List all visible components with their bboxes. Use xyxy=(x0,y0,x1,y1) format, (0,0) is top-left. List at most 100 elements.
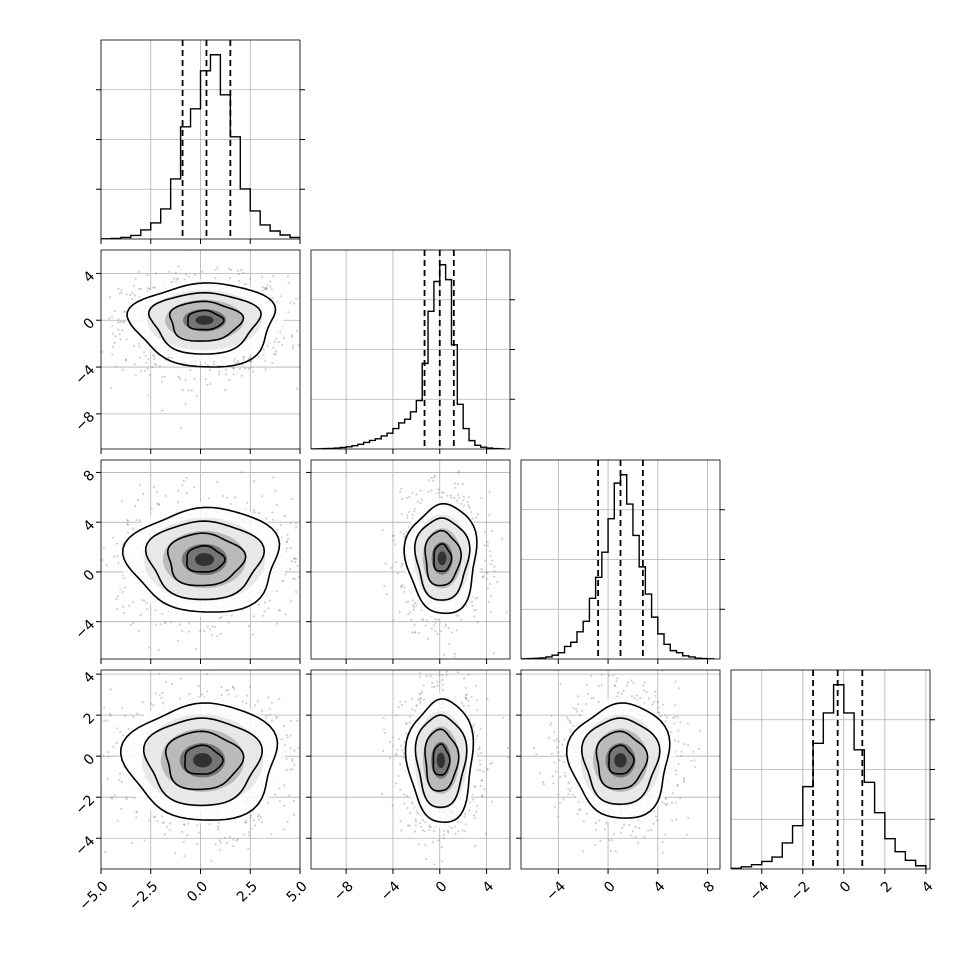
scatter-point xyxy=(454,832,457,836)
scatter-point xyxy=(163,833,166,836)
scatter-point xyxy=(399,700,402,703)
scatter-point xyxy=(181,830,184,833)
scatter-point xyxy=(281,343,284,346)
scatter-point xyxy=(245,821,248,824)
scatter-point xyxy=(278,608,281,612)
scatter-point xyxy=(312,577,314,579)
scatter-point xyxy=(290,498,293,501)
scatter-point xyxy=(131,291,134,294)
scatter-point xyxy=(138,345,141,348)
contour-line xyxy=(142,717,264,807)
scatter-point xyxy=(167,270,171,273)
scatter-point xyxy=(193,486,196,489)
scatter-point xyxy=(403,533,406,536)
scatter-point xyxy=(264,368,267,371)
scatter-point xyxy=(286,736,289,739)
scatter-point xyxy=(244,283,247,286)
scatter-point xyxy=(464,686,467,690)
scatter-point xyxy=(411,599,415,602)
scatter-point xyxy=(528,586,530,588)
scatter-point xyxy=(126,531,130,534)
scatter-point xyxy=(272,274,275,277)
scatter-point xyxy=(268,599,271,602)
scatter-point xyxy=(318,327,320,329)
scatter-point xyxy=(49,316,51,318)
scatter-point xyxy=(410,697,413,701)
scatter-point xyxy=(160,696,163,699)
scatter-point xyxy=(415,820,418,823)
scatter-point xyxy=(407,613,410,616)
scatter-point xyxy=(408,510,411,514)
scatter-point xyxy=(262,348,265,351)
scatter-point xyxy=(496,580,499,584)
scatter-point xyxy=(406,513,409,517)
scatter-point xyxy=(263,601,267,604)
scatter-point xyxy=(161,815,164,818)
scatter-point xyxy=(469,801,472,804)
scatter-point xyxy=(188,693,191,696)
scatter-point xyxy=(126,523,129,526)
scatter-point xyxy=(246,501,249,505)
scatter-point xyxy=(399,531,402,534)
scatter-point xyxy=(286,820,289,824)
scatter-point xyxy=(489,562,492,566)
scatter-point xyxy=(459,619,463,622)
scatter-point xyxy=(115,598,118,601)
scatter-point xyxy=(211,625,214,628)
contour-line xyxy=(164,730,245,791)
panel-frame xyxy=(310,459,511,660)
scatter-point xyxy=(117,287,120,290)
scatter-point xyxy=(289,719,293,723)
scatter-point xyxy=(293,557,296,560)
scatter-point xyxy=(403,586,406,589)
scatter-point xyxy=(237,273,241,276)
scatter-point xyxy=(412,604,415,607)
scatter-point xyxy=(472,798,475,801)
scatter-point xyxy=(278,787,281,790)
scatter-point xyxy=(403,535,406,539)
scatter-point xyxy=(301,808,303,810)
scatter-point xyxy=(287,311,290,314)
scatter-point xyxy=(132,621,135,624)
scatter-point xyxy=(429,674,432,678)
scatter-point xyxy=(177,501,180,504)
scatter-point xyxy=(170,620,173,624)
scatter-point xyxy=(401,498,404,501)
scatter-point xyxy=(214,268,217,271)
scatter-point xyxy=(416,500,419,503)
scatter-point xyxy=(489,610,492,613)
scatter-point xyxy=(270,288,273,291)
contour-line xyxy=(184,744,224,775)
scatter-point xyxy=(291,347,294,350)
scatter-point xyxy=(153,358,156,361)
scatter-point xyxy=(457,830,460,833)
scatter-point xyxy=(243,833,246,836)
scatter-point xyxy=(433,453,435,455)
scatter-point xyxy=(490,594,493,597)
scatter-point xyxy=(272,297,275,300)
scatter-point xyxy=(430,627,433,630)
scatter-point xyxy=(436,618,439,621)
scatter-point xyxy=(465,697,468,700)
contour-line xyxy=(144,520,266,601)
scatter-point xyxy=(161,701,165,705)
scatter-point xyxy=(283,514,286,518)
scatter-point xyxy=(444,623,448,626)
scatter-point xyxy=(243,821,246,824)
scatter-point xyxy=(266,801,269,804)
scatter-point xyxy=(433,624,436,627)
scatter-point xyxy=(185,492,188,495)
scatter-point xyxy=(132,715,135,719)
scatter-point xyxy=(423,830,426,833)
scatter-point xyxy=(492,652,495,655)
scatter-point xyxy=(122,734,125,737)
scatter-point xyxy=(174,852,177,855)
scatter-point xyxy=(272,476,275,479)
scatter-point xyxy=(471,604,474,607)
scatter-point xyxy=(421,617,424,621)
scatter-point xyxy=(183,855,186,858)
scatter-point xyxy=(111,324,114,327)
scatter-point xyxy=(151,366,154,369)
scatter-point xyxy=(133,344,136,347)
scatter-point xyxy=(393,534,396,537)
